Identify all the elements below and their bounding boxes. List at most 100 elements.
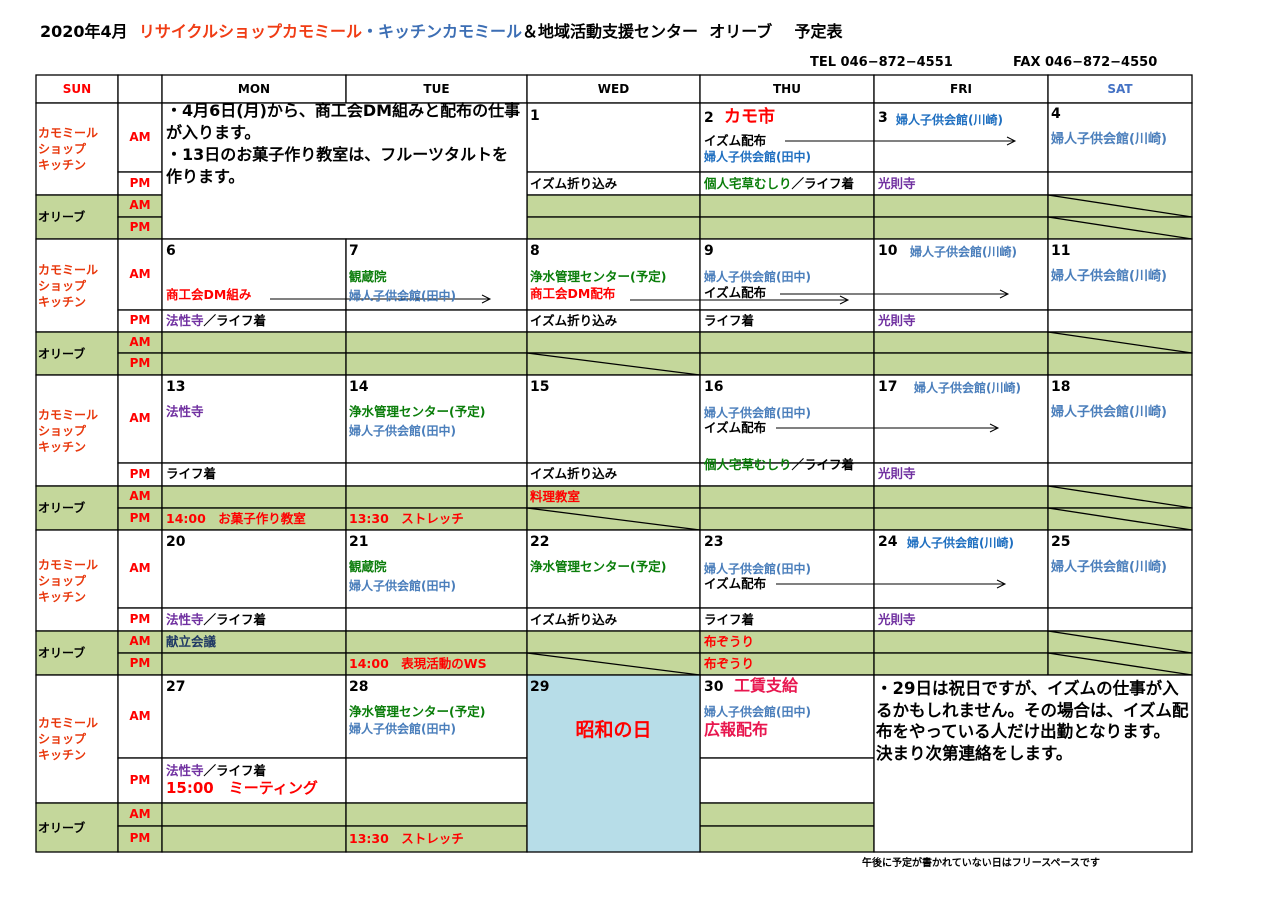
closed-slash <box>1047 630 1193 654</box>
day-number: 14 <box>349 379 369 395</box>
day-number: 1 <box>530 108 540 124</box>
day-cell <box>526 238 701 311</box>
closed-slash <box>1047 485 1193 509</box>
day-cell <box>526 529 701 609</box>
label-line: カモミール <box>38 557 99 572</box>
day-cell <box>161 529 347 609</box>
day-cell <box>699 825 875 853</box>
row-label-kamomile: カモミール ショップ キッチン <box>38 125 98 173</box>
event: 観蔵院 <box>349 559 387 574</box>
day-cell <box>117 674 163 759</box>
day-number: 22 <box>530 534 550 550</box>
day-cell <box>699 757 875 804</box>
event: ライフ着 <box>704 612 755 627</box>
event: 婦人子供会館(田中) <box>704 562 811 576</box>
label-line: カモミール <box>38 262 99 277</box>
event: イズム折り込み <box>530 612 618 627</box>
header-cell <box>699 74 875 104</box>
row-label-olive: オリーブ <box>38 210 86 224</box>
label-line: キッチン <box>38 439 87 454</box>
day-number: 20 <box>166 534 186 550</box>
label-line: カモミール <box>38 716 99 730</box>
event: イズム配布 <box>704 285 767 300</box>
day-cell <box>1047 529 1193 609</box>
am-label: AM <box>129 489 151 503</box>
label-line: キッチン <box>38 294 87 309</box>
title-suffix: 予定表 <box>794 22 843 41</box>
header-sat: SAT <box>1107 82 1133 96</box>
header-mon: MON <box>237 82 271 96</box>
day-cell <box>873 529 1049 609</box>
note-top: ・4月6日(月)から、商工会DM組みと配布の仕事が入ります。 ・13日のお菓子作… <box>166 100 522 188</box>
pm-label: PM <box>129 511 151 525</box>
event: 婦人子供会館(川崎) <box>1051 132 1167 147</box>
header-cell <box>35 74 119 104</box>
continuation-arrow-icon <box>776 579 1007 589</box>
day-cell <box>117 238 163 311</box>
row-label-kamomile: カモミール ショップ キッチン <box>38 715 98 763</box>
am-label: AM <box>129 634 151 648</box>
closed-slash <box>526 652 701 676</box>
am-label: AM <box>129 806 151 821</box>
day-number: 28 <box>349 679 369 695</box>
group-label-cell <box>35 485 119 531</box>
event: 献立会議 <box>166 634 217 649</box>
pm-label: PM <box>129 831 151 845</box>
event-kamo-market: カモ市 <box>724 107 775 127</box>
label-line: ショップ <box>38 142 87 156</box>
event-part: 法性寺 <box>166 313 204 328</box>
day-cell <box>345 462 528 487</box>
day-cell <box>161 485 347 509</box>
title-date: 2020年4月 <box>40 22 128 41</box>
event: 婦人子供会館(田中) <box>704 705 811 719</box>
row-label-olive: オリーブ <box>38 646 86 660</box>
event: 商工会DM配布 <box>530 286 616 301</box>
note-cell <box>873 674 1193 853</box>
closed-slash <box>1047 331 1193 354</box>
day-cell <box>873 238 1049 311</box>
continuation-arrow-icon <box>780 289 1010 299</box>
day-cell <box>345 802 528 827</box>
day-cell <box>699 331 875 354</box>
day-number: 8 <box>530 243 540 259</box>
event: 婦人子供会館(川崎) <box>907 536 1014 550</box>
event-part: 法性寺 <box>166 763 204 778</box>
header-cell <box>1047 74 1193 104</box>
day-cell <box>1047 102 1193 173</box>
event: 法性寺／ライフ着 <box>166 612 266 628</box>
label-line: ショップ <box>38 423 87 438</box>
am-label: AM <box>129 198 151 212</box>
day-cell <box>873 630 1049 654</box>
event-part: ／ライフ着 <box>203 313 267 328</box>
event: 広報配布 <box>704 720 769 739</box>
note-bottom: ・29日は祝日ですが、イズムの仕事が入るかもしれません。その場合は、イズム配布を… <box>876 678 1190 764</box>
day-cell <box>345 825 528 853</box>
closed-slash <box>526 507 701 531</box>
day-cell <box>161 757 347 804</box>
note-cell <box>161 102 528 240</box>
day-cell <box>699 216 875 240</box>
day-number: 23 <box>704 534 724 550</box>
day-number: 21 <box>349 534 369 550</box>
footer-note: 午後に予定が書かれていない日はフリースペースです <box>862 858 1100 869</box>
event: 浄水管理センター(予定) <box>349 404 486 419</box>
event-part: ／ライフ着 <box>203 612 267 627</box>
event: 個人宅草むしり／ライフ着 <box>704 458 872 485</box>
group-label-cell <box>35 194 119 240</box>
page-title: 2020年4月 リサイクルショップカモミール・キッチンカモミール＆地域活動支援セ… <box>40 22 843 42</box>
pm-label: PM <box>129 175 151 190</box>
event: ライフ着 <box>704 313 755 328</box>
label-line: キッチン <box>38 158 87 172</box>
day-cell <box>1047 374 1193 464</box>
note-line: ・4月6日(月)から、商工会DM組みと配布の仕事が入ります。 <box>166 101 521 142</box>
event-part: 個人宅草むしり <box>704 176 792 191</box>
note-line: 決まり次第連絡をします。 <box>876 743 1073 763</box>
day-number: 27 <box>166 679 186 695</box>
day-cell <box>161 802 347 827</box>
event: イズム配布 <box>704 576 767 591</box>
day-cell <box>161 652 347 676</box>
am-label: AM <box>129 334 151 349</box>
event: 婦人子供会館(田中) <box>349 579 456 593</box>
header-tue: TUE <box>423 82 450 96</box>
